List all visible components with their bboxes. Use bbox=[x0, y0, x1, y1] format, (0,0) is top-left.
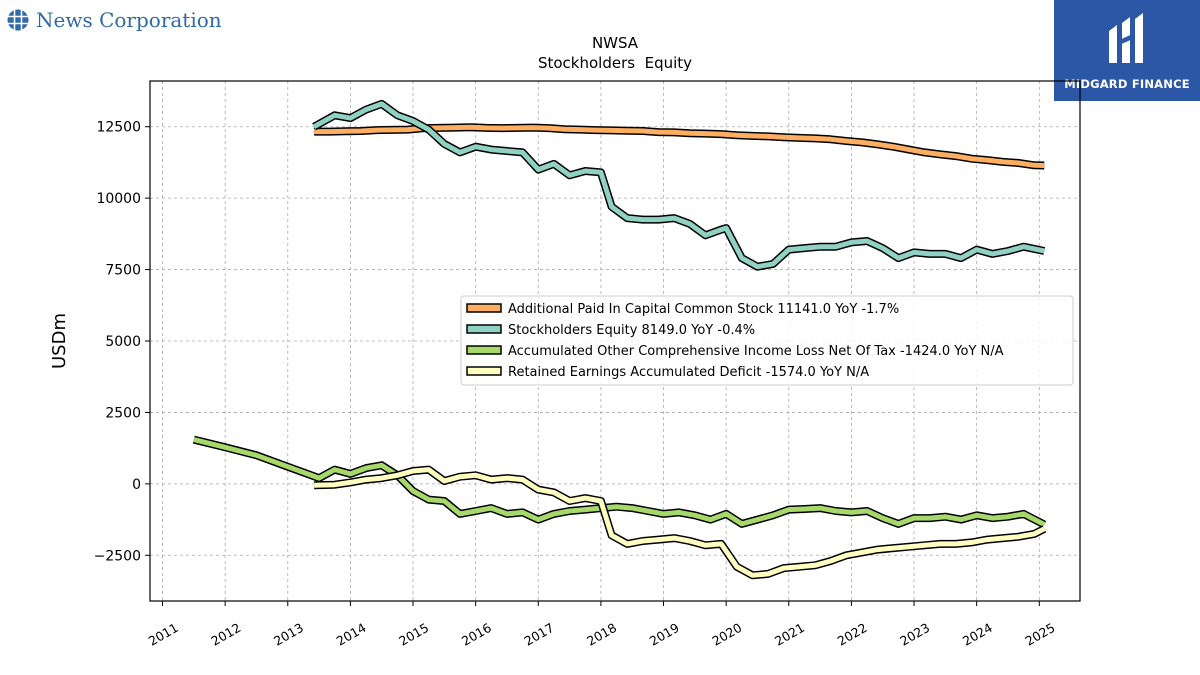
series-stroke bbox=[314, 467, 1046, 578]
x-tick-label: 2016 bbox=[459, 620, 494, 649]
legend-item: Additional Paid In Capital Common Stock … bbox=[466, 302, 899, 317]
chart-title: NWSA bbox=[592, 34, 639, 52]
x-tick-label: 2017 bbox=[522, 620, 557, 649]
y-tick-label: −2500 bbox=[94, 548, 141, 564]
legend-swatch bbox=[466, 324, 502, 334]
x-tick-label: 2015 bbox=[396, 620, 431, 649]
x-axis-ticks: 2011 2012 2013 2014 2015 2016 2017 2018 2019 2020… bbox=[146, 601, 1058, 649]
legend-label: Stockholders Equity 8149.0 YoY -0.4% bbox=[508, 323, 755, 338]
y-axis-ticks: −2500 0 2500 5000 7500 10000 12500 bbox=[94, 120, 150, 564]
x-tick-label: 2020 bbox=[709, 620, 744, 649]
news-corp-name: News Corporation bbox=[36, 8, 222, 32]
y-tick-label: 12500 bbox=[96, 120, 141, 136]
legend-box bbox=[460, 295, 1074, 386]
y-tick-label: 5000 bbox=[105, 334, 141, 350]
legend-label: Accumulated Other Comprehensive Income L… bbox=[508, 344, 1004, 359]
news-corp-brand: News Corporation bbox=[6, 6, 222, 34]
midgard-logo-icon bbox=[1109, 12, 1143, 63]
plot-area-frame bbox=[149, 80, 1081, 602]
x-tick-label: 2014 bbox=[334, 620, 369, 649]
x-tick-label: 2022 bbox=[835, 620, 870, 649]
chart-subtitle: Stockholders Equity bbox=[538, 54, 692, 72]
x-tick-label: 2012 bbox=[208, 620, 243, 649]
series-line-2 bbox=[312, 99, 1046, 271]
series-line-3 bbox=[192, 435, 1047, 529]
y-tick-label: 2500 bbox=[105, 405, 141, 421]
legend-item: Accumulated Other Comprehensive Income L… bbox=[466, 344, 1004, 359]
y-tick-label: 7500 bbox=[105, 263, 141, 279]
globe-grid-icon bbox=[7, 9, 29, 31]
series-stroke bbox=[312, 101, 1045, 270]
x-tick-label: 2024 bbox=[960, 620, 995, 649]
series-stroke bbox=[314, 124, 1045, 168]
series-stroke bbox=[193, 437, 1046, 527]
legend-swatch bbox=[466, 303, 502, 313]
legend-swatch bbox=[466, 345, 502, 355]
x-tick-label: 2013 bbox=[271, 620, 306, 649]
legend-item: Retained Earnings Accumulated Deficit -1… bbox=[466, 365, 869, 380]
series-line-1 bbox=[314, 123, 1045, 170]
x-tick-label: 2021 bbox=[772, 620, 807, 649]
legend-item: Stockholders Equity 8149.0 YoY -0.4% bbox=[466, 323, 755, 338]
legend-label: Additional Paid In Capital Common Stock … bbox=[508, 302, 899, 317]
series-outline bbox=[313, 465, 1047, 580]
x-tick-label: 2018 bbox=[584, 620, 619, 649]
midgard-finance-name: MIDGARD FINANCE bbox=[1064, 76, 1190, 91]
y-axis-label: USDm bbox=[49, 313, 70, 369]
legend: Additional Paid In Capital Common Stock … bbox=[460, 295, 1074, 386]
series-line-4 bbox=[313, 465, 1047, 580]
series-lines bbox=[192, 99, 1047, 580]
y-tick-label: 0 bbox=[132, 477, 141, 493]
legend-swatch bbox=[466, 366, 502, 376]
y-tick-label: 10000 bbox=[96, 191, 141, 207]
midgard-finance-badge: MIDGARD FINANCE bbox=[1054, 0, 1200, 101]
x-tick-label: 2025 bbox=[1023, 620, 1058, 649]
x-tick-label: 2023 bbox=[897, 620, 932, 649]
legend-label: Retained Earnings Accumulated Deficit -1… bbox=[508, 365, 869, 380]
x-tick-label: 2019 bbox=[647, 620, 682, 649]
x-tick-label: 2011 bbox=[146, 620, 181, 649]
